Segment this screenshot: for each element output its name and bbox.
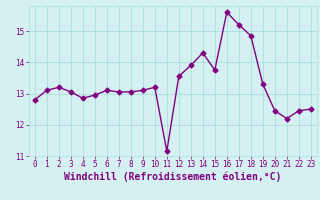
X-axis label: Windchill (Refroidissement éolien,°C): Windchill (Refroidissement éolien,°C) [64, 172, 282, 182]
